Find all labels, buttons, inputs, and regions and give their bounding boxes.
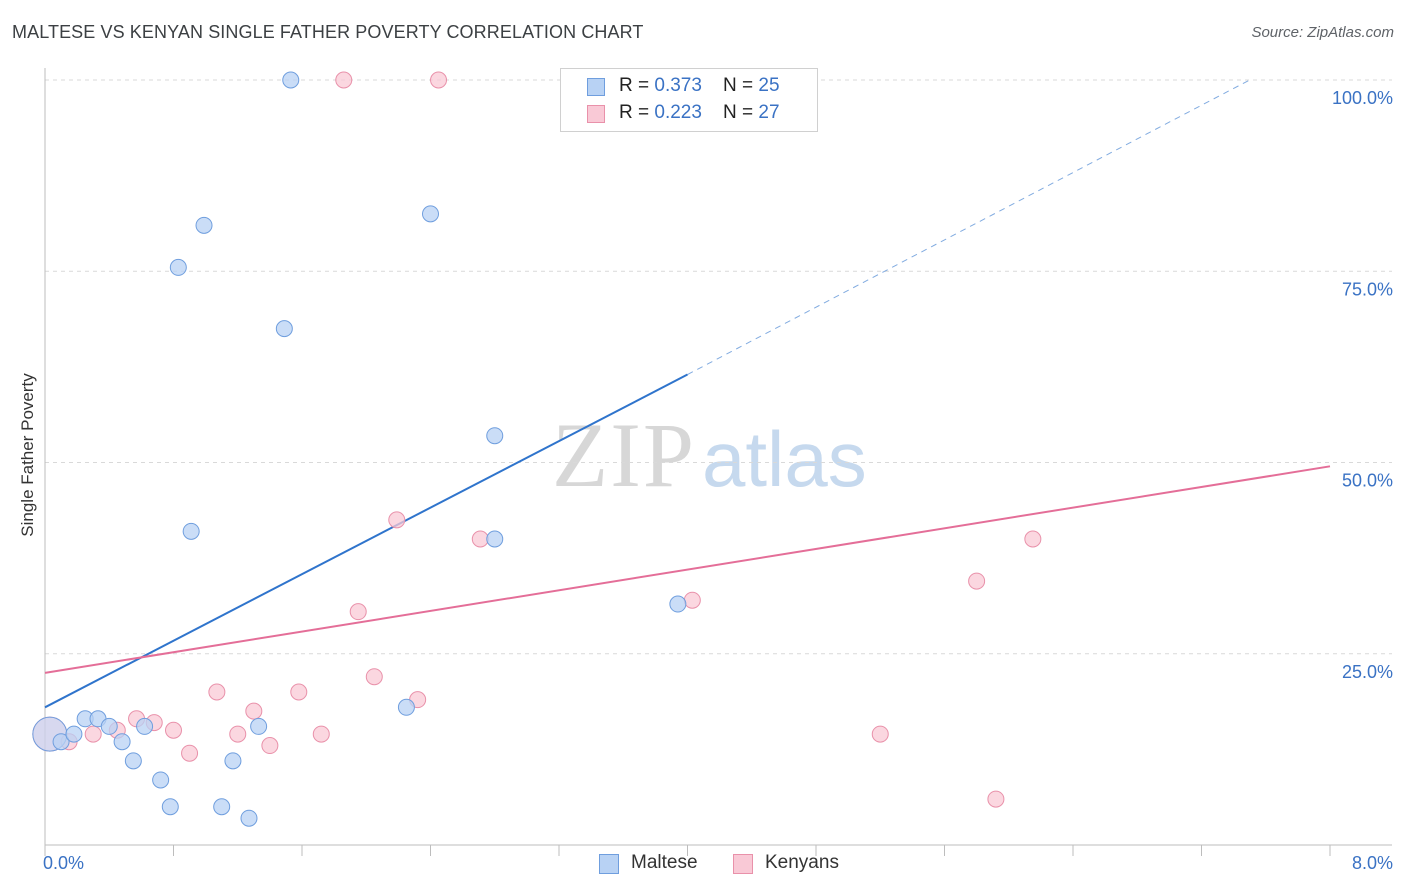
maltese-point [52,733,70,751]
kenyan-point [349,603,367,621]
maltese-point [486,427,504,445]
legend-r-value: 0.223 [654,102,702,123]
y-tick-label: 25.0% [1342,662,1393,682]
maltese-point [486,530,504,548]
maltese-point [397,698,415,716]
kenyan-point [245,702,263,720]
maltese-trend-line [44,373,688,709]
watermark-zip: ZIP [552,404,696,506]
kenyan-point [208,683,226,701]
legend-r-value: 0.373 [654,75,702,96]
kenyan-point [312,725,330,743]
legend-r-label: R = [619,75,655,96]
grid-lines [45,79,1392,655]
maltese-point [161,798,179,816]
kenyan-point [871,725,889,743]
maltese-point [195,216,213,234]
kenyan-point [290,683,308,701]
kenyan-trend-line [44,465,1331,674]
x-tick-label: 8.0% [1352,853,1393,873]
tick-labels: 25.0% 50.0% 75.0% 100.0% 0.0% 8.0% [43,88,1393,873]
kenyan-point [471,530,489,548]
maltese-point [275,320,293,338]
bottom-legend-swatch-maltese [599,854,619,874]
maltese-point [250,717,268,735]
maltese-point [169,258,187,276]
y-tick-label: 100.0% [1332,88,1393,108]
kenyan-point [84,725,102,743]
kenyan-point [388,511,406,529]
maltese-point [422,205,439,223]
kenyan-point [430,71,448,89]
maltese-point [282,71,300,89]
maltese-point [124,752,142,770]
kenyan-point [365,668,383,686]
kenyan-point [683,591,701,609]
maltese-point [213,798,231,816]
legend-n-value: 25 [758,75,780,96]
kenyan-point [335,71,353,89]
kenyan-point [261,737,279,755]
data-points [32,71,1042,827]
maltese-trend-extension [687,79,1250,375]
source-label: Source: ZipAtlas.com [1251,24,1394,41]
chart-title: MALTESE VS KENYAN SINGLE FATHER POVERTY … [12,22,644,42]
kenyan-point [968,572,986,590]
maltese-point [224,752,242,770]
legend-n-value: 27 [758,102,780,123]
maltese-point [100,717,118,735]
y-axis-label: Single Father Poverty [18,373,37,537]
bottom-legend-swatch-kenyans [733,854,753,874]
maltese-point [136,717,154,735]
y-tick-label: 75.0% [1342,279,1393,299]
maltese-point [669,595,687,613]
y-tick-label: 50.0% [1342,471,1393,491]
bottom-legend-label-kenyans: Kenyans [765,852,839,873]
trend-lines [44,79,1331,709]
kenyan-point [987,790,1005,808]
legend-n-label: N = [723,75,759,96]
bottom-legend-label-maltese: Maltese [631,852,698,873]
legend-swatch-kenyans [587,105,605,123]
watermark: ZIPatlas [552,402,867,508]
legend: R = 0.373 N = 25 R = 0.223 N = 27 [560,68,818,132]
watermark-atlas: atlas [702,415,867,503]
maltese-point [152,771,170,789]
axes [44,68,1392,856]
kenyan-point [229,725,247,743]
legend-n-label: N = [723,102,759,123]
maltese-point [182,522,200,540]
maltese-point [240,809,258,827]
kenyan-point [1024,530,1042,548]
x-tick-label: 0.0% [43,853,84,873]
kenyan-point [181,744,199,762]
legend-r-label: R = [619,102,655,123]
maltese-point [65,725,83,743]
maltese-point [113,733,131,751]
kenyan-point [165,721,182,739]
legend-swatch-maltese [587,78,605,96]
